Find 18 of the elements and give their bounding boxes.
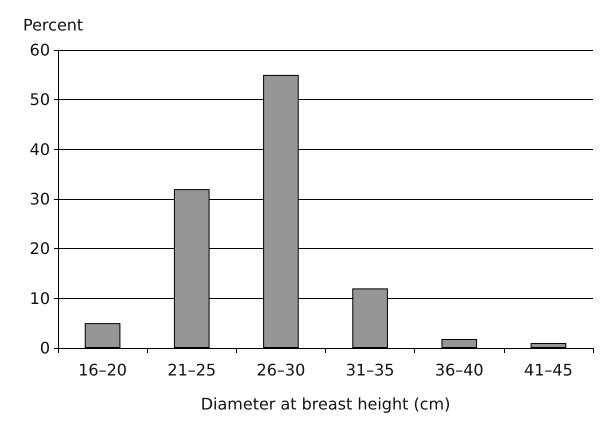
x-axis-title: Diameter at breast height (cm): [200, 394, 450, 414]
bar: [84, 323, 120, 348]
y-axis-title: Percent: [23, 16, 84, 34]
bar: [441, 339, 478, 348]
x-tick-label: 26–30: [256, 360, 306, 380]
y-tick-label: 20: [30, 239, 50, 258]
bar: [530, 343, 566, 348]
x-tick-label: 16–20: [78, 360, 127, 380]
x-tick-label: 41–45: [524, 360, 573, 380]
y-tick-label: 30: [30, 190, 50, 208]
x-tick-label: 36–40: [434, 360, 484, 380]
y-tick-label: 60: [30, 40, 50, 60]
y-tick-label: 40: [30, 140, 50, 159]
x-tick-label: 31–35: [346, 360, 394, 380]
y-tick-label: 50: [30, 90, 50, 110]
x-tick-label: 21–25: [167, 360, 216, 380]
y-tick-label: 0: [40, 338, 50, 358]
y-tick-label: 10: [30, 288, 50, 308]
